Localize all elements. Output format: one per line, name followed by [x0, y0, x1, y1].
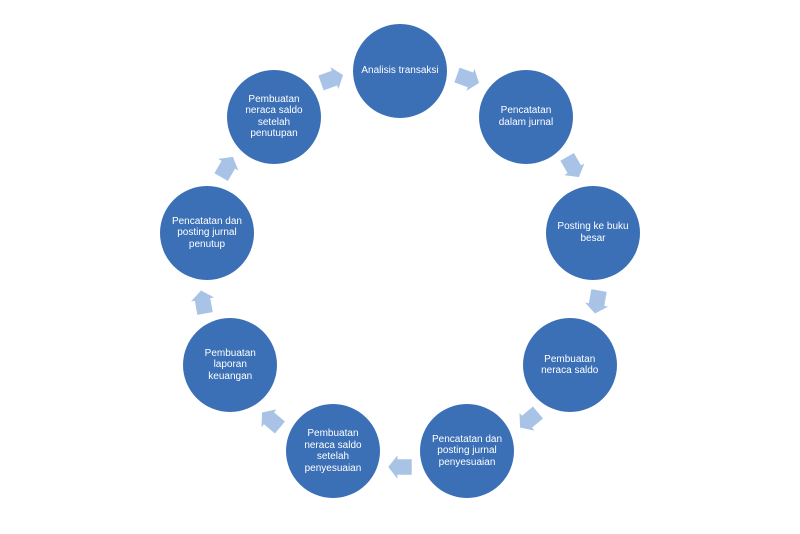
cycle-node-label: Posting ke buku besar	[554, 221, 632, 244]
cycle-node: Pembuatan neraca saldo setelah penyesuai…	[286, 404, 380, 498]
cycle-node-label: Pembuatan laporan keuangan	[191, 348, 269, 383]
cycle-node-label: Analisis transaksi	[361, 65, 438, 77]
cycle-arrow	[510, 402, 547, 439]
cycle-node-label: Pencatatan dan posting jurnal penutup	[168, 216, 246, 251]
cycle-node: Analisis transaksi	[353, 24, 447, 118]
cycle-node-label: Pembuatan neraca saldo	[531, 354, 609, 377]
cycle-node-label: Pencatatan dan posting jurnal penyesuaia…	[428, 434, 506, 469]
cycle-arrow	[315, 62, 348, 95]
cycle-arrow	[253, 402, 290, 439]
cycle-node: Pencatatan dalam jurnal	[479, 70, 573, 164]
cycle-arrow	[209, 149, 245, 185]
cycle-node: Pembuatan laporan keuangan	[183, 318, 277, 412]
cycle-node-label: Pembuatan neraca saldo setelah penyesuai…	[294, 428, 372, 474]
cycle-node-label: Pencatatan dalam jurnal	[487, 105, 565, 128]
cycle-node: Pencatatan dan posting jurnal penutup	[160, 186, 254, 280]
cycle-arrow	[452, 62, 485, 95]
cycle-node: Pembuatan neraca saldo setelah penutupan	[227, 70, 321, 164]
cycle-arrow	[387, 454, 413, 480]
cycle-node: Posting ke buku besar	[546, 186, 640, 280]
cycle-node: Pencatatan dan posting jurnal penyesuaia…	[420, 404, 514, 498]
cycle-arrow	[582, 287, 612, 317]
cycle-arrow	[555, 149, 591, 185]
cycle-diagram: Analisis transaksi Pencatatan dalam jurna…	[0, 0, 800, 534]
cycle-node: Pembuatan neraca saldo	[523, 318, 617, 412]
cycle-node-label: Pembuatan neraca saldo setelah penutupan	[235, 94, 313, 140]
cycle-arrow	[188, 287, 218, 317]
